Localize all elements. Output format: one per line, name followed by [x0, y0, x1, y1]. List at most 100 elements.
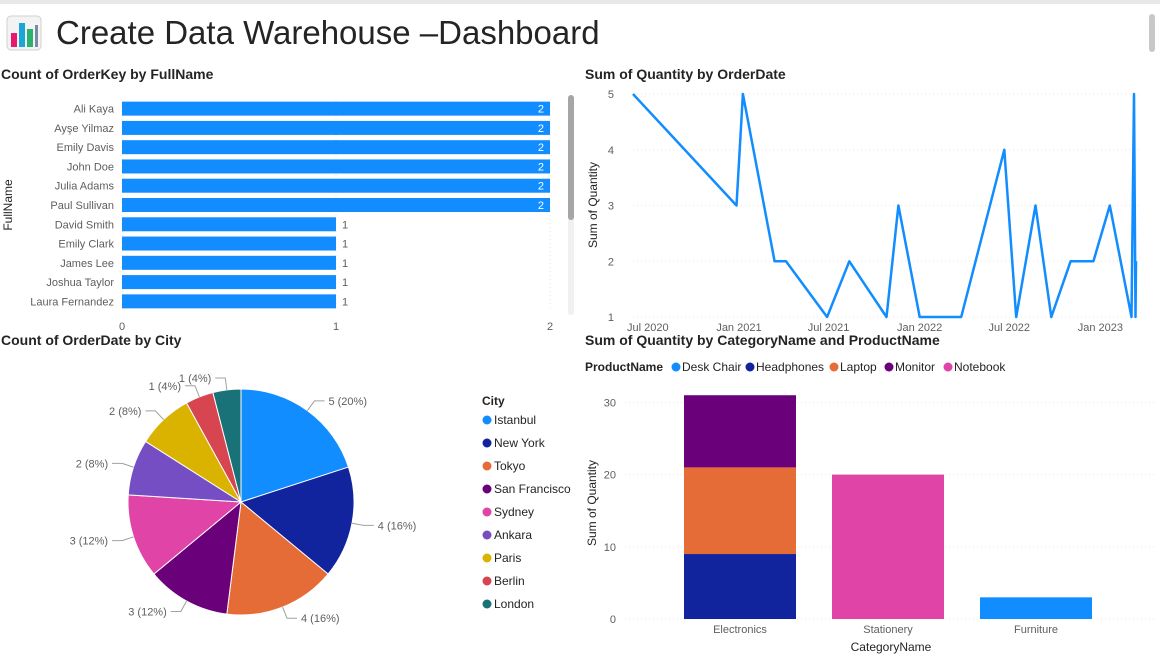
y-tick-label: 4 [608, 145, 614, 157]
x-tick-label: Jan 2022 [897, 322, 942, 334]
bar-segment [980, 597, 1092, 619]
legend-marker [482, 507, 492, 517]
bar-segment [684, 467, 796, 555]
x-tick-label: Jul 2020 [627, 322, 669, 334]
leader-line [170, 600, 188, 612]
data-label: 2 [538, 123, 544, 135]
y-tick-label: 3 [608, 201, 614, 213]
chart-title-quantity-by-category: Sum of Quantity by CategoryName and Prod… [585, 332, 940, 348]
x-tick-label: Jan 2023 [1078, 322, 1123, 334]
slice-label: 2 (8%) [109, 406, 141, 418]
y-tick-label: Julia Adams [55, 181, 115, 193]
bar-segment [684, 395, 796, 468]
pie-slice [239, 466, 355, 575]
leader-line [145, 410, 164, 420]
data-label: 2 [538, 181, 544, 193]
x-tick-label: 1 [333, 321, 339, 333]
slice-label: 4 (16%) [301, 613, 340, 625]
y-tick-label: Ayşe Yilmaz [54, 123, 114, 135]
top-border [0, 0, 1160, 4]
bar [122, 159, 550, 174]
slice-label: 1 (4%) [149, 381, 181, 393]
leader-line [306, 400, 325, 411]
legend-marker [482, 530, 492, 540]
data-label: 1 [342, 239, 348, 251]
legend-marker [482, 484, 492, 494]
bar [122, 120, 550, 135]
legend-label: Paris [494, 551, 521, 565]
x-tick-label: Electronics [713, 624, 767, 636]
bar-chart-icon [6, 15, 42, 51]
x-tick-label: 0 [119, 321, 125, 333]
legend-label: Tokyo [494, 459, 526, 473]
data-label: 1 [342, 258, 348, 270]
data-label: 2 [538, 142, 544, 154]
data-label: 2 [538, 200, 544, 212]
bar [122, 140, 550, 155]
pie-slice [226, 501, 329, 616]
leader-line [351, 522, 374, 526]
legend-label: Notebook [954, 360, 1006, 374]
y-tick-label: Ali Kaya [74, 104, 115, 116]
legend-marker [943, 362, 953, 372]
x-tick-label: 2 [547, 321, 553, 333]
y-tick-label: John Doe [67, 161, 114, 173]
y-tick-label: 30 [604, 397, 616, 409]
leader-line [215, 377, 228, 390]
x-tick-label: Jul 2022 [988, 322, 1030, 334]
pie-slice [240, 388, 350, 503]
slice-label: 2 (8%) [76, 458, 108, 470]
y-tick-label: Emily Davis [57, 142, 115, 154]
slice-label: 4 (16%) [378, 520, 417, 532]
y-axis-title: Sum of Quantity [585, 460, 599, 546]
chart-scrollbar-thumb [568, 95, 574, 220]
data-label: 1 [342, 277, 348, 289]
bar [122, 101, 550, 116]
bar [122, 275, 336, 290]
y-tick-label: 0 [610, 614, 616, 626]
page-title: Create Data Warehouse –Dashboard [56, 14, 600, 51]
legend-marker [884, 362, 894, 372]
x-axis-title: CategoryName [851, 640, 932, 654]
y-tick-label: Emily Clark [58, 239, 114, 251]
y-tick-label: Paul Sullivan [50, 200, 114, 212]
legend-label: Ankara [494, 528, 532, 542]
y-axis-title: Sum of Quantity [586, 162, 600, 248]
y-tick-label: 5 [608, 89, 614, 101]
legend-marker [829, 362, 839, 372]
legend-label: New York [494, 436, 546, 450]
legend-label: Desk Chair [682, 360, 741, 374]
legend-marker [482, 576, 492, 586]
legend-label: Sydney [494, 505, 534, 519]
legend-marker [745, 362, 755, 372]
data-label: 1 [342, 219, 348, 231]
slice-label: 1 (4%) [179, 373, 211, 385]
legend-label: Berlin [494, 574, 525, 588]
bar [122, 198, 550, 212]
legend-marker [482, 553, 492, 563]
bar [122, 217, 336, 232]
bar [122, 236, 336, 251]
bar [122, 294, 336, 309]
y-tick-label: 2 [608, 256, 614, 268]
legend-title: ProductName [585, 360, 663, 374]
legend-marker [671, 362, 681, 372]
slice-label: 5 (20%) [328, 396, 367, 408]
data-label: 1 [342, 296, 348, 308]
legend-label: Headphones [756, 360, 824, 374]
y-tick-label: 20 [604, 470, 616, 482]
y-tick-label: James Lee [60, 258, 114, 270]
series-line [632, 92, 1138, 319]
bar-segment [684, 554, 796, 619]
y-tick-label: 10 [604, 542, 616, 554]
x-tick-label: Jul 2021 [808, 322, 850, 334]
page-scrollbar[interactable] [1149, 14, 1155, 52]
y-tick-label: Joshua Taylor [46, 277, 114, 289]
bar [122, 255, 336, 270]
legend-marker [482, 461, 492, 471]
leader-line [185, 385, 200, 398]
